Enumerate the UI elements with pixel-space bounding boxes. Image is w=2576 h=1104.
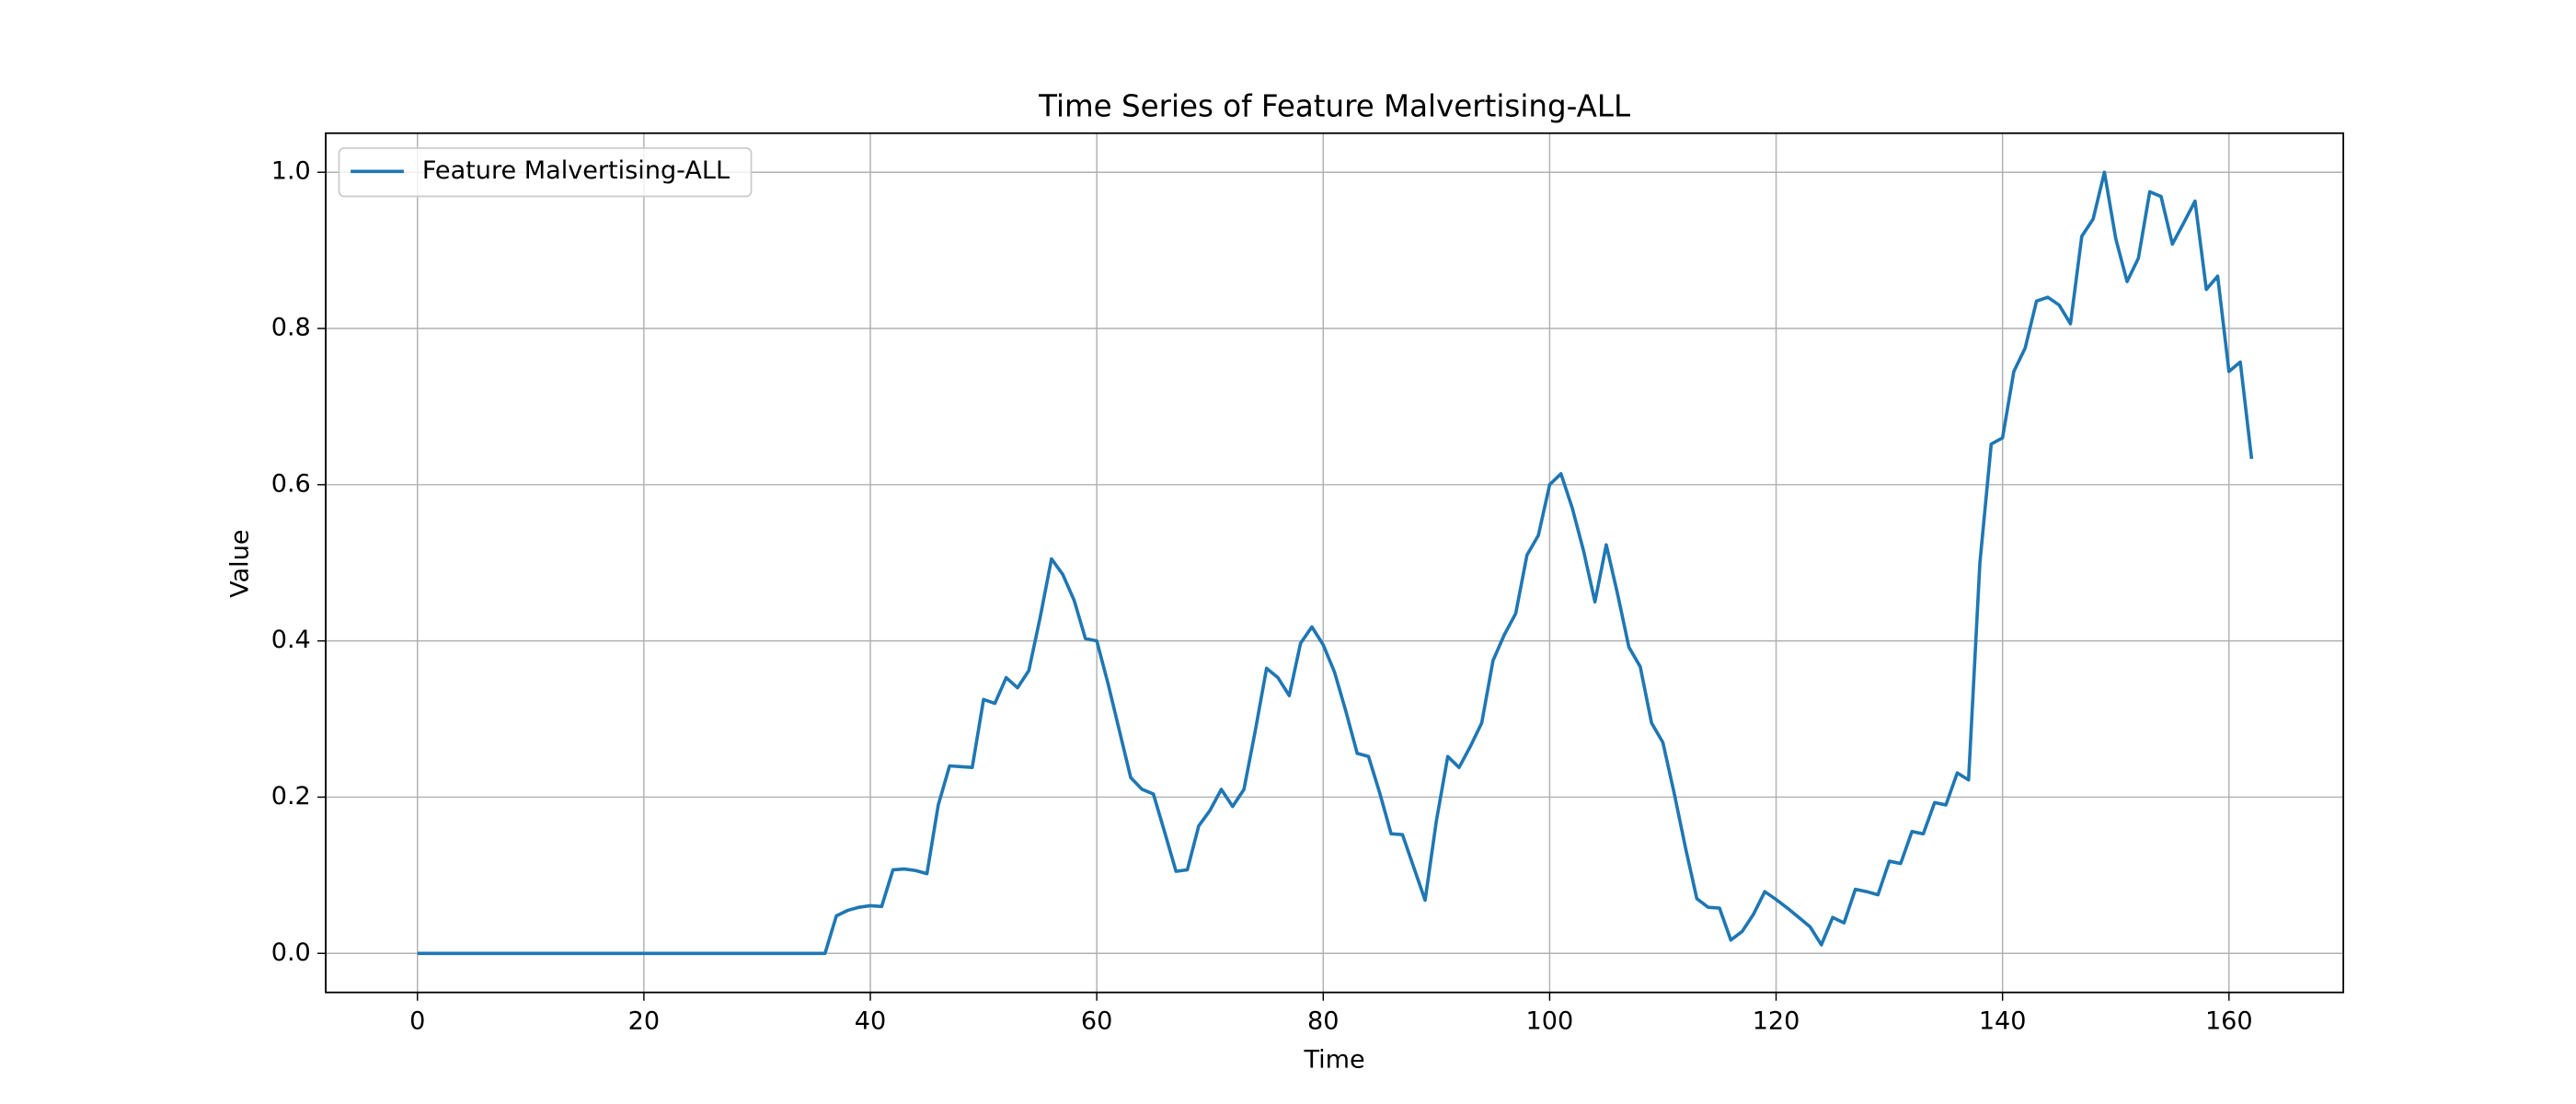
x-tick-label: 40 bbox=[855, 1007, 886, 1036]
grid bbox=[326, 132, 2344, 993]
plot-area bbox=[417, 170, 2254, 956]
y-tick-label: 0.6 bbox=[271, 469, 311, 498]
x-tick-label: 60 bbox=[1081, 1007, 1112, 1036]
legend-box bbox=[338, 147, 753, 198]
x-tick-label: 160 bbox=[2205, 1007, 2253, 1036]
y-tick-label: 1.0 bbox=[271, 157, 311, 186]
legend: Feature Malvertising-ALL bbox=[338, 147, 753, 198]
x-tick-label: 120 bbox=[1753, 1007, 1800, 1036]
y-tick-label: 0.0 bbox=[271, 938, 311, 967]
chart-title: Time Series of Feature Malvertising-ALL bbox=[1038, 89, 1630, 124]
y-tick-label: 0.2 bbox=[271, 782, 311, 811]
y-tick-label: 0.4 bbox=[271, 626, 311, 654]
y-axis-label: Value bbox=[225, 529, 254, 597]
legend-label: Feature Malvertising-ALL bbox=[422, 156, 730, 185]
x-tick-label: 100 bbox=[1526, 1007, 1574, 1036]
x-tick-label: 80 bbox=[1307, 1007, 1339, 1036]
data-line bbox=[417, 170, 2254, 956]
y-tick-label: 0.8 bbox=[271, 314, 311, 342]
axes-frame bbox=[325, 132, 2344, 994]
x-axis-label: Time bbox=[1303, 1045, 1364, 1074]
x-tick-label: 0 bbox=[409, 1007, 425, 1036]
x-tick-label: 20 bbox=[628, 1007, 660, 1036]
x-tick-label: 140 bbox=[1979, 1007, 2027, 1036]
